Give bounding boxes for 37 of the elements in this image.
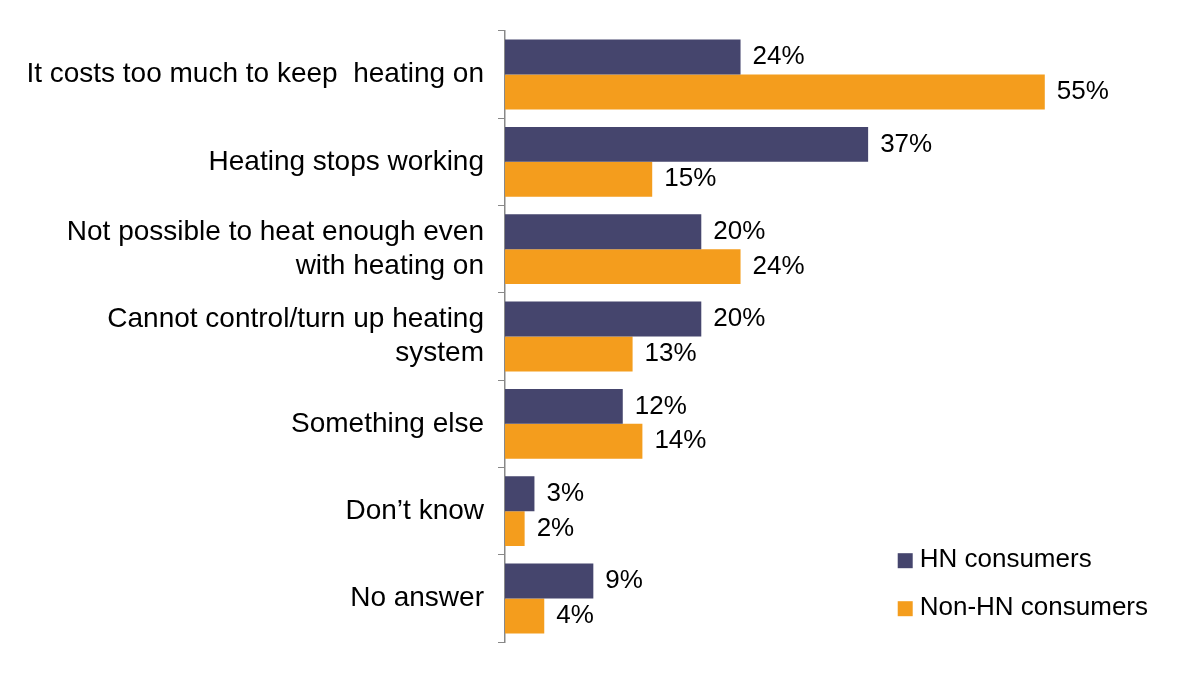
bar: [505, 214, 702, 250]
data-label: 14%: [654, 424, 707, 455]
data-label: 3%: [546, 476, 585, 507]
bar: [505, 563, 594, 599]
data-label: 24%: [752, 249, 805, 280]
y-tick-label: Something else: [290, 406, 484, 438]
data-label: 37%: [880, 127, 933, 158]
data-label: 20%: [713, 214, 766, 245]
data-label: 9%: [605, 564, 643, 595]
bar: [505, 126, 869, 162]
bar: [505, 388, 623, 424]
bar: [505, 74, 1045, 110]
bar: [505, 423, 643, 459]
legend-label: Non-HN consumers: [919, 591, 1149, 622]
data-label: 20%: [713, 302, 766, 333]
y-tick-label: It costs too much to keep heating on: [26, 57, 484, 89]
bar: [505, 249, 741, 285]
legend-label: HN consumers: [919, 543, 1092, 574]
bar: [505, 39, 741, 75]
data-label: 55%: [1056, 75, 1109, 106]
bar: [505, 301, 702, 337]
data-label: 15%: [664, 162, 717, 193]
bar: [505, 598, 545, 634]
bar: [505, 336, 633, 372]
y-tick-label: No answer: [350, 581, 484, 613]
data-label: 2%: [536, 511, 575, 542]
data-label: 12%: [634, 389, 687, 420]
data-label: 24%: [752, 40, 805, 71]
y-tick-label: Heating stops working: [208, 144, 484, 176]
data-label: 4%: [556, 599, 594, 630]
y-tick-label: Not possible to heat enough even with heating on: [66, 215, 484, 280]
bar: [505, 161, 653, 197]
y-tick-label: Don’t know: [345, 493, 485, 525]
bar: [505, 511, 525, 547]
y-tick-label: Cannot control/turn up heating system: [107, 302, 484, 368]
bar: [505, 476, 535, 512]
data-label: 13%: [644, 337, 697, 368]
